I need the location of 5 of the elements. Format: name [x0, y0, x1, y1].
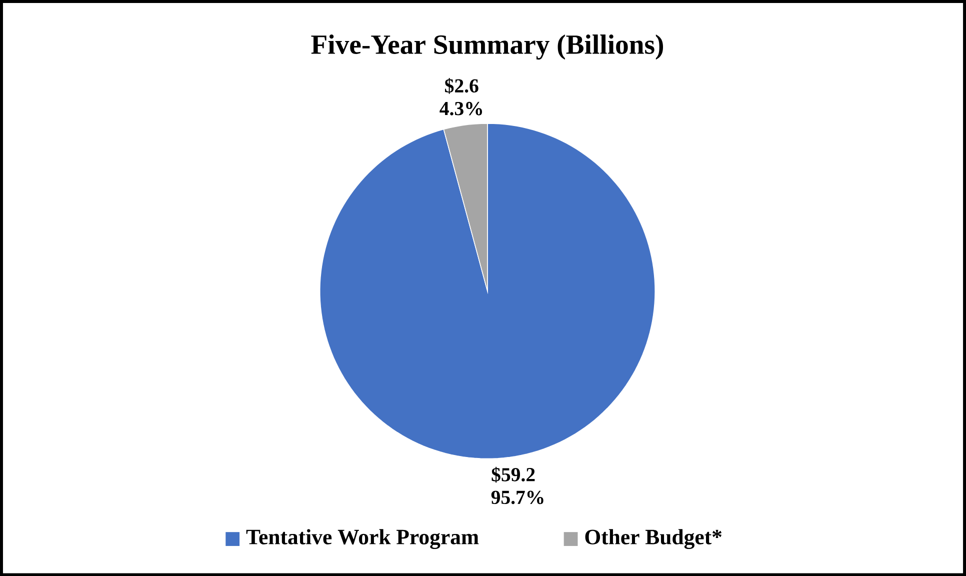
- legend-label: Tentative Work Program: [246, 528, 479, 549]
- data-label: $2.6 4.3%: [440, 78, 482, 116]
- chart-title: Five-Year Summary (Billions): [311, 34, 664, 60]
- data-label: $59.2 95.7%: [491, 466, 544, 504]
- legend-label: Other Budget*: [585, 528, 722, 549]
